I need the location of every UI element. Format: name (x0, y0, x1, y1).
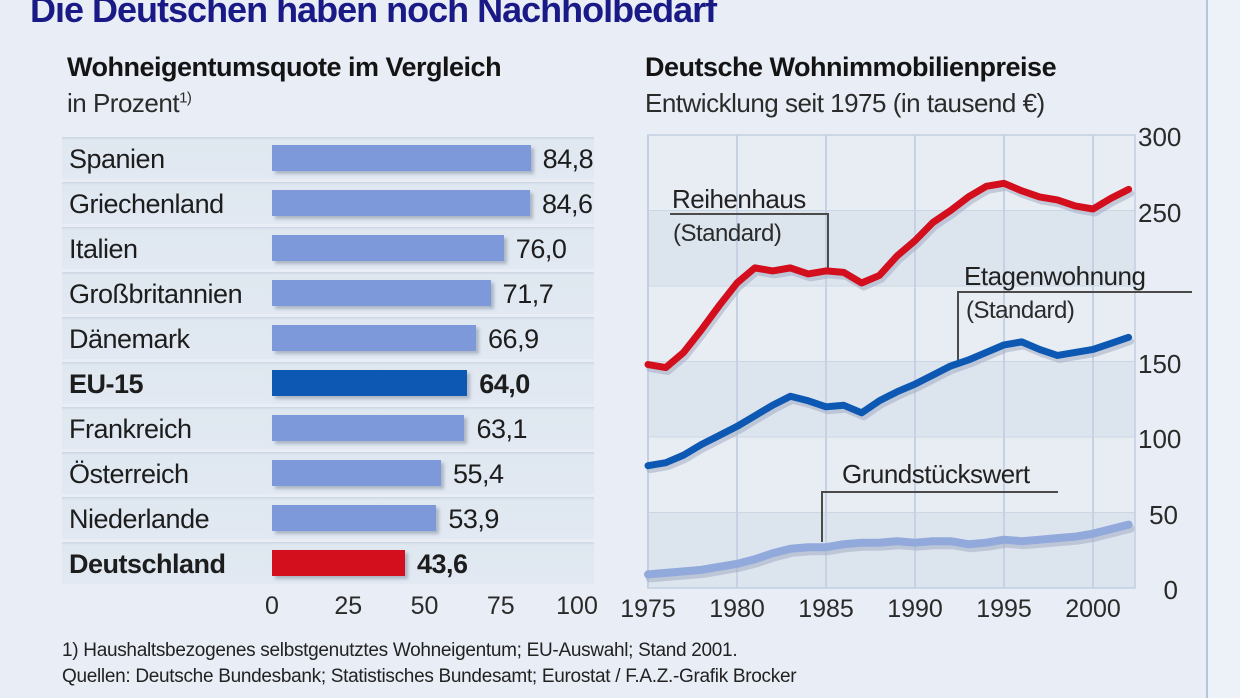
bar-row: Spanien 84,8 (62, 137, 594, 179)
bar-rows: Spanien 84,8 Griechenland 84,6 Italien 76,0 Gr… (62, 137, 594, 587)
grid-band (648, 512, 1135, 588)
bar-value-label: 53,9 (448, 504, 499, 534)
leader-etagenwohnung (957, 291, 1192, 362)
line-y-tick-label: 150 (1138, 348, 1182, 379)
line-x-tick-label: 1995 (976, 595, 1032, 623)
line-x-tick-label: 1990 (887, 595, 943, 623)
bar-value-label: 63,1 (476, 414, 528, 444)
bar-x-tick-label: 75 (486, 592, 515, 620)
country-label: Dänemark (69, 324, 190, 354)
line-chart-title: Deutsche Wohnimmobilienpreise (645, 52, 1057, 82)
line-x-tick-label: 1975 (620, 595, 676, 623)
bar-chart-subtitle-text: in Prozent (67, 88, 180, 118)
bar (272, 370, 468, 396)
grid-band (648, 437, 1135, 513)
annotation-etagenwohnung-qualifier: (Standard) (966, 297, 1075, 324)
bar-value-label: 71,7 (502, 279, 554, 309)
bar-value-label: 43,6 (416, 549, 468, 579)
bar-row: Niederlande 53,9 (62, 497, 594, 539)
page-title: Die Deutschen haben noch Nachholbedarf (30, 0, 717, 30)
country-label: Österreich (69, 459, 189, 489)
bar-x-tick-label: 25 (334, 592, 363, 620)
series-shadow (646, 524, 1135, 583)
series-line-etagenwohnung (644, 333, 1133, 470)
bar (272, 145, 531, 171)
bar-row: EU-15 64,0 (62, 362, 594, 404)
bar (272, 280, 491, 306)
bar-chart-subtitle: in Prozent1) (67, 88, 192, 119)
bar-value-label: 64,0 (479, 369, 530, 399)
series-line-grundstückswert (644, 520, 1133, 579)
bar (272, 235, 504, 261)
bar-row: Großbritannien 71,7 (62, 272, 594, 314)
bar (272, 190, 531, 216)
country-label: Frankreich (69, 414, 192, 444)
line-x-tick-label: 1985 (798, 595, 854, 623)
annotation-reihenhaus-qualifier: (Standard) (673, 220, 782, 247)
country-label: Griechenland (69, 189, 224, 219)
annotation-etagenwohnung: Etagenwohnung (964, 261, 1146, 291)
footnote-marker: 1) (179, 89, 192, 107)
bar (272, 550, 405, 576)
bar-x-tick-label: 100 (556, 592, 598, 620)
leader-grundstueckswert (821, 491, 1058, 542)
bar-row: Dänemark 66,9 (62, 317, 594, 359)
bar (272, 325, 477, 351)
annotation-reihenhaus: Reihenhaus (672, 184, 806, 214)
bar-row: Frankreich 63,1 (62, 407, 594, 449)
price-chart (644, 134, 1192, 589)
footnote-2: Quellen: Deutsche Bundesbank; Statistisc… (62, 666, 797, 687)
footnote-1: 1) Haushaltsbezogenes selbstgenutztes Wo… (62, 640, 738, 661)
line-y-tick-label: 250 (1138, 197, 1182, 228)
country-label: Niederlande (69, 504, 210, 534)
series-line-reihenhaus (644, 179, 1133, 372)
bar-value-label: 76,0 (515, 234, 567, 264)
bar (272, 460, 441, 486)
line-chart-subtitle: Entwicklung seit 1975 (in tausend €) (645, 88, 1045, 118)
country-label: EU-15 (69, 369, 144, 399)
leader-reihenhaus (670, 213, 829, 268)
annotation-grundstueckswert: Grundstückswert (842, 459, 1030, 489)
line-y-tick-label: 50 (1149, 499, 1178, 530)
country-label: Deutschland (69, 549, 226, 579)
line-y-tick-label: 300 (1138, 122, 1182, 152)
bar-x-tick-label: 50 (410, 592, 439, 620)
line-y-tick-label: 100 (1138, 424, 1182, 454)
bar-row: Italien 76,0 (62, 227, 594, 269)
bar (272, 505, 437, 531)
country-label: Großbritannien (69, 279, 243, 309)
bar-row: Griechenland 84,6 (62, 182, 594, 224)
bar-chart-title: Wohneigentumsquote im Vergleich (67, 52, 502, 82)
page-right-margin (1208, 0, 1240, 698)
line-y-tick-label: 0 (1163, 575, 1178, 605)
bar-value-label: 55,4 (452, 459, 504, 489)
bar-value-label: 66,9 (488, 324, 539, 354)
bar-value-label: 84,8 (542, 144, 594, 174)
bar (272, 415, 465, 441)
page-right-border (1206, 0, 1208, 698)
series-shadow (646, 183, 1135, 376)
bar-x-axis: 0 25 50 75 100 (62, 592, 598, 620)
line-x-tick-label: 1980 (709, 595, 765, 623)
bar-row: Österreich 55,4 (62, 452, 594, 494)
country-label: Italien (69, 234, 138, 264)
bar-row: Deutschland 43,6 (62, 542, 594, 584)
bar-value-label: 84,6 (542, 189, 593, 219)
bar-x-tick-label: 0 (265, 592, 279, 620)
line-x-tick-label: 2000 (1065, 595, 1121, 623)
country-label: Spanien (69, 144, 165, 174)
